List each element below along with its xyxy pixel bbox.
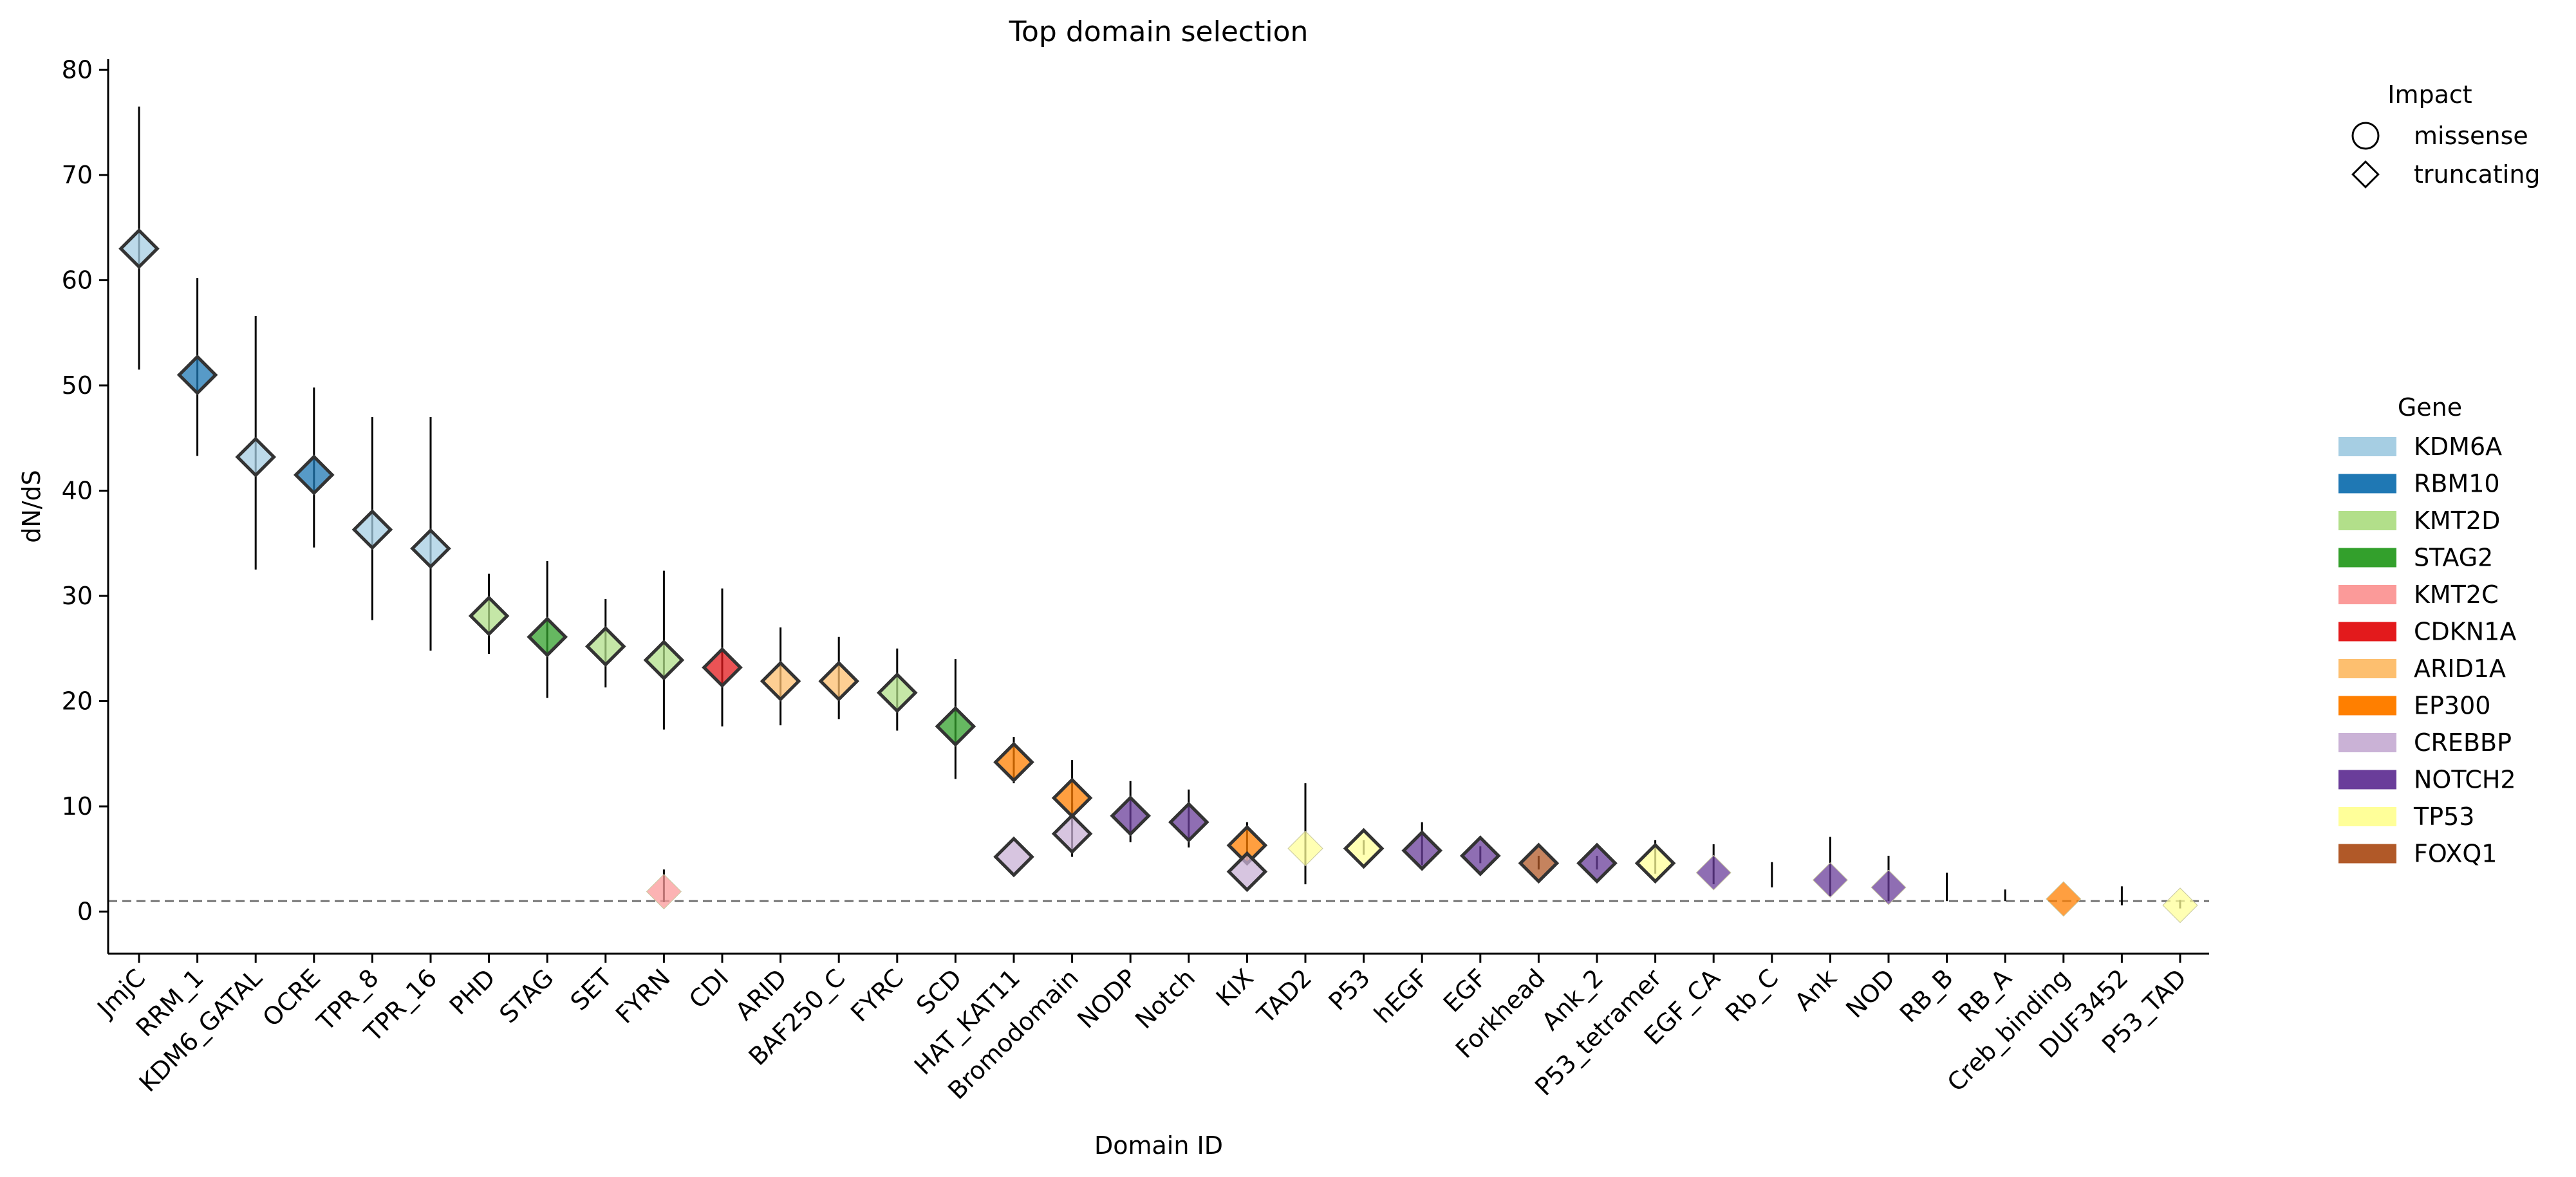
gene-swatch-arid1a (2338, 659, 2396, 678)
truncating-point (235, 436, 277, 477)
gene-legend-label: FOXQ1 (2414, 840, 2497, 868)
impact-legend-missense: missense (2414, 122, 2528, 150)
truncating-point (293, 454, 335, 496)
y-tick-label: 20 (62, 687, 93, 716)
x-tick-label: STAG (494, 963, 559, 1028)
truncating-point (1051, 813, 1093, 855)
y-tick-label: 40 (62, 476, 93, 505)
x-tick-label: PHD (444, 963, 501, 1020)
truncating-point (993, 741, 1034, 783)
truncating-point (876, 672, 918, 714)
gene-legend-title: Gene (2398, 393, 2462, 422)
truncating-point (1168, 801, 1209, 843)
truncating-point (643, 639, 685, 681)
truncating-point (176, 354, 218, 396)
x-tick-label: CDI (684, 963, 734, 1014)
x-tick-label: SET (565, 963, 618, 1016)
gene-swatch-kdm6a (2338, 437, 2396, 456)
gene-legend-label: RBM10 (2414, 470, 2500, 498)
truncating-point (1110, 795, 1152, 837)
missense-marker-icon (2351, 122, 2380, 150)
truncating-point (468, 595, 510, 636)
truncating-point (1518, 842, 1560, 884)
missense-point (1287, 830, 1323, 867)
truncating-point (1343, 828, 1385, 869)
truncating-point (993, 836, 1034, 878)
x-tick-label: FYRC (845, 963, 909, 1027)
gene-swatch-kmt2c (2338, 585, 2396, 604)
gene-legend-label: CDKN1A (2414, 618, 2516, 646)
truncating-point (1401, 829, 1443, 871)
truncating-point (1634, 842, 1676, 884)
y-tick-label: 70 (62, 161, 93, 189)
truncating-point (1226, 851, 1268, 893)
gene-legend-label: CREBBP (2414, 728, 2512, 757)
missense-point (1812, 862, 1848, 898)
missense-point (1695, 855, 1731, 891)
y-tick-label: 10 (62, 792, 93, 820)
y-axis-label: dN/dS (17, 470, 46, 543)
x-tick-label: KIX (1211, 963, 1259, 1012)
x-tick-label: Notch (1130, 963, 1200, 1034)
truncating-point (118, 228, 160, 270)
x-tick-label: hEGF (1368, 963, 1433, 1028)
gene-swatch-notch2 (2338, 770, 2396, 790)
gene-swatch-kmt2d (2338, 511, 2396, 530)
missense-point (1871, 869, 1907, 905)
truncating-point (760, 660, 801, 702)
truncating-point (351, 509, 393, 550)
y-tick-label: 0 (77, 898, 93, 926)
impact-legend-title: Impact (2387, 80, 2472, 109)
truncating-point (702, 647, 743, 689)
gene-swatch-rbm10 (2338, 474, 2396, 494)
gene-swatch-tp53 (2338, 807, 2396, 826)
gene-legend-label: TP53 (2413, 802, 2474, 831)
gene-legend-label: NOTCH2 (2414, 766, 2516, 794)
truncating-point (410, 528, 451, 570)
truncating-point (935, 705, 976, 747)
gene-swatch-foxq1 (2338, 844, 2396, 864)
gene-swatch-ep300 (2338, 696, 2396, 716)
y-tick-label: 80 (62, 55, 93, 84)
missense-point (2046, 881, 2082, 917)
gene-legend-label: ARID1A (2414, 654, 2506, 683)
gene-swatch-stag2 (2338, 548, 2396, 568)
x-tick-label: TAD2 (1251, 963, 1317, 1029)
missense-point (2162, 887, 2198, 923)
truncating-point (1226, 824, 1268, 866)
x-axis-label: Domain ID (1094, 1131, 1223, 1160)
truncating-point (584, 626, 626, 667)
impact-legend: Impact missense truncating (2351, 80, 2541, 189)
x-tick-label: FYRN (610, 963, 676, 1029)
missense-point (646, 873, 682, 910)
y-tick-label: 60 (62, 266, 93, 294)
gene-legend-label: EP300 (2414, 692, 2490, 720)
truncating-point (818, 660, 860, 702)
y-tick-label: 30 (62, 582, 93, 610)
gene-legend-label: STAG2 (2414, 544, 2493, 572)
truncating-point (527, 616, 568, 658)
chart-title: Top domain selection (1009, 15, 1309, 48)
gene-legend-label: KDM6A (2414, 432, 2502, 461)
x-tick-label: Rb_C (1720, 963, 1784, 1027)
x-tick-label: RB_B (1894, 963, 1959, 1028)
x-tick-label: NOD (1840, 963, 1900, 1023)
impact-legend-truncating: truncating (2414, 160, 2541, 189)
gene-swatch-cdkn1a (2338, 622, 2396, 642)
truncating-point (1051, 777, 1093, 819)
x-tick-label: NODP (1072, 963, 1142, 1033)
x-tick-label: P53 (1323, 963, 1376, 1016)
gene-legend: Gene KDM6A RBM10 KMT2D STAG2 KMT2C CDKN1A ARID… (2338, 393, 2516, 868)
truncating-point (1459, 835, 1501, 876)
gene-legend-label: KMT2C (2414, 580, 2499, 609)
x-tick-label: OCRE (257, 963, 326, 1032)
x-tick-label: Ank (1789, 963, 1842, 1016)
y-tick-label: 50 (62, 371, 93, 400)
truncating-point (1576, 842, 1618, 884)
gene-swatch-crebbp (2338, 733, 2396, 752)
plot-area: 01020304050607080JmjCRRM_1KDM6_GATALOCRE… (62, 55, 2209, 1105)
truncating-marker-icon (2351, 160, 2380, 189)
gene-legend-label: KMT2D (2414, 506, 2500, 535)
